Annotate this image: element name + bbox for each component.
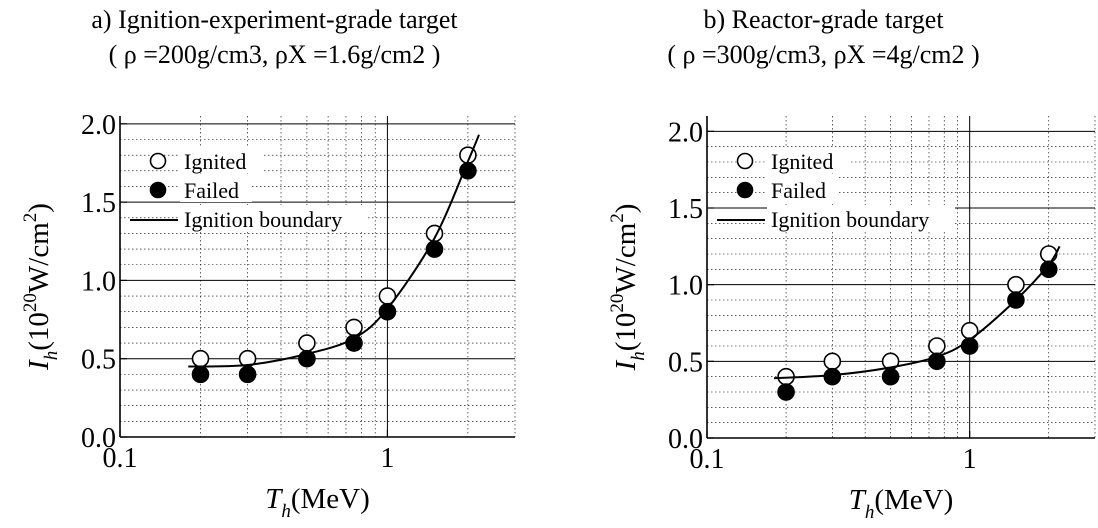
legend-label: Ignition boundary xyxy=(184,207,342,232)
data-point-failed xyxy=(191,365,210,384)
legend-label: Ignition boundary xyxy=(771,207,929,232)
y-tick-label: 2.0 xyxy=(668,117,703,148)
data-point-failed xyxy=(238,365,257,384)
chart-panel-b: b) Reactor-grade target ( ρ =300g/cm3, ρ… xyxy=(549,0,1098,528)
legend-label-background xyxy=(180,147,264,173)
data-point-failed xyxy=(777,383,795,401)
y-tick-label: 0.5 xyxy=(668,347,703,378)
minor-grid xyxy=(707,116,1096,438)
legend-marker-ignited xyxy=(149,152,167,170)
series-line-ignition-boundary xyxy=(774,245,1061,380)
y-tick-label: 0.5 xyxy=(81,345,116,376)
data-point-ignited xyxy=(1039,245,1058,263)
data-point-ignited xyxy=(1007,275,1025,294)
data-point-ignited xyxy=(298,334,316,352)
chart-plot-b: 0.0 0.5 1.0 1.5 2.0 0.1 1 Th(MeV) Ih(1020W/cm2) I… xyxy=(607,116,1096,523)
data-point-ignited xyxy=(345,318,363,337)
y-tick-label: 1.0 xyxy=(81,266,116,297)
chart-title: b) Reactor-grade target xyxy=(703,5,944,34)
x-tick-label: 1 xyxy=(380,443,394,474)
legend-label-background xyxy=(767,147,851,173)
x-tick-label: 0.1 xyxy=(690,444,725,475)
legend: Ignited Failed Ignition boundary xyxy=(717,147,955,232)
chart-subtitle: ( ρ =200g/cm3, ρX =1.6g/cm2 ) xyxy=(108,40,441,69)
x-tick-label: 0.1 xyxy=(103,443,138,474)
y-tick-label: 1.5 xyxy=(668,194,703,225)
data-point-ignited xyxy=(823,352,842,371)
data-point-ignited xyxy=(191,349,210,368)
x-axis-label: Th(MeV) xyxy=(265,483,370,522)
chart-subtitle: ( ρ =300g/cm3, ρX =4g/cm2 ) xyxy=(667,40,980,69)
y-tick-label: 1.5 xyxy=(81,188,116,219)
x-axis-label: Th(MeV) xyxy=(849,484,954,523)
data-point-failed xyxy=(881,367,900,386)
legend-marker-failed xyxy=(736,181,754,199)
data-point-ignited xyxy=(928,337,946,355)
minor-grid xyxy=(120,116,516,437)
legend-label-background xyxy=(767,176,839,202)
legend-label: Ignited xyxy=(184,149,246,174)
chart-title: a) Ignition-experiment-grade target xyxy=(91,5,458,34)
legend-label-background xyxy=(180,176,252,202)
data-point-failed xyxy=(823,367,842,386)
legend-label: Failed xyxy=(771,178,826,203)
legend-marker-ignited xyxy=(736,152,754,170)
legend-label-background xyxy=(180,205,368,231)
chart-panel-a: a) Ignition-experiment-grade target ( ρ … xyxy=(20,5,516,522)
data-point-failed xyxy=(378,302,397,321)
y-tick-label: 2.0 xyxy=(81,110,116,141)
major-grid xyxy=(707,116,1095,438)
legend-label: Failed xyxy=(184,178,239,203)
legend-label-background xyxy=(767,205,955,231)
series-line-ignition-boundary xyxy=(188,134,480,368)
chart-plot-a: 0.0 0.5 1.0 1.5 2.0 0.1 1 Th(MeV) Ih(1020W/cm2) I… xyxy=(20,110,516,522)
x-tick-label: 1 xyxy=(963,444,977,475)
major-grid xyxy=(120,116,515,437)
legend-label: Ignited xyxy=(771,149,833,174)
data-point-failed xyxy=(1039,260,1058,279)
legend-marker-failed xyxy=(149,181,167,199)
y-axis-label: Ih(1020W/cm2) xyxy=(20,203,62,371)
y-tick-label: 1.0 xyxy=(668,271,703,302)
y-tick-label: 0.0 xyxy=(668,424,703,455)
y-tick-label: 0.0 xyxy=(81,423,116,454)
legend: Ignited Failed Ignition boundary xyxy=(130,147,368,232)
y-axis-label: Ih(1020W/cm2) xyxy=(607,204,649,372)
